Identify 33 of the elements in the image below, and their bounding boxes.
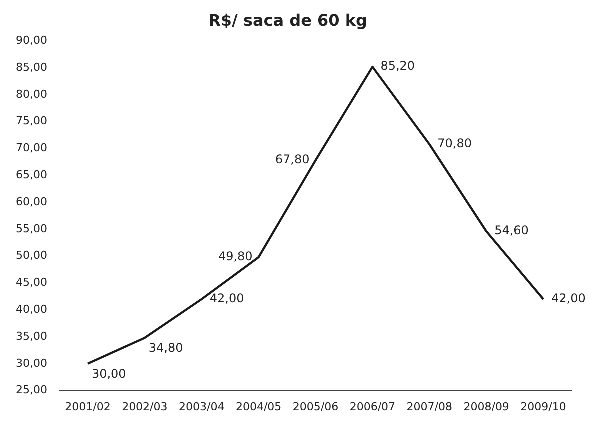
- x-tick-label: 2006/07: [350, 400, 396, 414]
- data-label: 70,80: [438, 136, 472, 151]
- y-tick-label: 50,00: [16, 249, 48, 262]
- y-tick-label: 40,00: [16, 302, 48, 316]
- y-tick-label: 30,00: [16, 356, 48, 370]
- y-tick-label: 45,00: [16, 276, 48, 290]
- y-tick-label: 35,00: [16, 330, 48, 343]
- x-tick-label: 2003/04: [179, 400, 225, 414]
- y-tick-label: 75,00: [16, 114, 48, 128]
- x-tick-label: 2009/10: [520, 400, 566, 414]
- y-tick-label: 55,00: [16, 222, 48, 236]
- y-tick-label: 70,00: [16, 142, 48, 155]
- y-tick-label: 65,00: [16, 168, 48, 182]
- data-label: 42,00: [210, 291, 244, 306]
- data-label: 54,60: [494, 224, 529, 238]
- x-tick-label: 2002/03: [122, 400, 168, 414]
- x-tick-label: 2001/02: [65, 400, 111, 414]
- x-tick-label: 2007/08: [406, 400, 452, 414]
- data-label: 34,80: [148, 341, 184, 356]
- data-label: 49,80: [218, 250, 253, 264]
- data-label: 67,80: [275, 152, 310, 167]
- chart-title: R$/ saca de 60 kg: [208, 10, 368, 30]
- y-tick-label: 85,00: [16, 60, 48, 74]
- data-label: 42,00: [552, 291, 586, 306]
- y-tick-label: 25,00: [16, 384, 48, 397]
- x-tick-label: 2005/06: [292, 400, 339, 414]
- y-tick-label: 90,00: [16, 34, 48, 48]
- data-label: 85,20: [380, 59, 416, 74]
- y-tick-label: 60,00: [16, 195, 48, 208]
- x-tick-label: 2008/09: [464, 400, 510, 414]
- x-tick-label: 2004/05: [236, 400, 282, 414]
- y-tick-label: 80,00: [16, 88, 48, 101]
- data-label: 30,00: [92, 367, 126, 382]
